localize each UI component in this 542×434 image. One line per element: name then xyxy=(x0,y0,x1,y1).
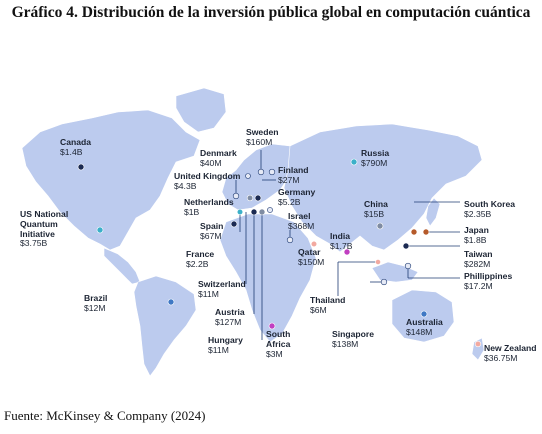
marker-france xyxy=(230,220,238,228)
label-germany: Germany $5.2B xyxy=(278,187,316,207)
marker-qatar xyxy=(310,240,318,248)
label-brazil: Brazil $12M xyxy=(84,293,108,313)
marker-denmark xyxy=(245,173,251,179)
label-south-africa: South Africa $3M xyxy=(266,329,291,359)
label-united-kingdom: United Kingdom $4.3B xyxy=(174,171,241,191)
label-thailand: Thailand $6M xyxy=(310,295,346,315)
marker-new-zealand xyxy=(474,340,482,348)
marker-china xyxy=(376,222,384,230)
marker-finland xyxy=(268,168,276,176)
label-finland: Finland $27M xyxy=(278,165,309,185)
marker-germany xyxy=(254,194,262,202)
marker-sweden xyxy=(257,168,265,176)
marker-switzerland xyxy=(250,208,258,216)
marker-spain xyxy=(236,208,244,216)
label-denmark: Denmark $40M xyxy=(200,148,237,168)
marker-thailand xyxy=(375,259,381,265)
label-netherlands: Netherlands $1B xyxy=(184,197,234,217)
label-qatar: Qatar $150M xyxy=(298,247,325,267)
southeast-asia-islands xyxy=(371,261,419,283)
label-india: India $1.7B xyxy=(330,231,353,251)
marker-canada xyxy=(77,163,85,171)
marker-netherlands xyxy=(246,194,254,202)
marker-israel xyxy=(286,236,294,244)
label-south-korea: South Korea $2.35B xyxy=(464,199,516,219)
label-austria: Austria $127M xyxy=(215,307,245,327)
south-america-landmass xyxy=(133,275,197,377)
label-russia: Russia $790M xyxy=(361,148,390,168)
label-hungary: Hungary $11M xyxy=(208,335,243,355)
source-note: Fuente: McKinsey & Company (2024) xyxy=(4,408,206,423)
marker-singapore xyxy=(380,278,388,286)
label-switzerland: Switzerland $11M xyxy=(198,279,246,299)
label-israel: Israel $368M xyxy=(288,211,315,231)
label-australia: Australia $148M xyxy=(406,317,443,337)
marker-philippines xyxy=(404,262,412,270)
marker-australia xyxy=(420,310,428,318)
japan-landmass xyxy=(425,197,441,227)
label-philippines: Phillippines $17.2M xyxy=(464,271,513,291)
label-france: France $2.2B xyxy=(186,249,215,269)
marker-taiwan xyxy=(402,242,410,250)
label-sweden: Sweden $160M xyxy=(246,127,279,147)
asia-landmass xyxy=(283,123,483,253)
central-america-landmass xyxy=(103,247,141,285)
greenland-landmass xyxy=(175,87,227,133)
africa-landmass xyxy=(219,213,317,343)
label-new-zealand: New Zealand $36.75M xyxy=(484,343,537,363)
label-spain: Spain $67M xyxy=(200,221,224,241)
marker-russia xyxy=(350,158,358,166)
marker-south-africa xyxy=(268,322,276,330)
label-us: US National Quantum Initiative $3.75B xyxy=(20,209,69,249)
chart-title: Gráfico 4. Distribución de la inversión … xyxy=(11,4,531,21)
marker-hungary xyxy=(267,207,273,213)
label-singapore: Singapore $138M xyxy=(332,329,375,349)
marker-south-korea xyxy=(410,228,418,236)
label-japan: Japan $1.8B xyxy=(464,225,489,245)
marker-austria xyxy=(258,208,266,216)
marker-japan xyxy=(422,228,430,236)
marker-united-kingdom xyxy=(232,192,240,200)
north-america-landmass xyxy=(21,109,201,251)
label-taiwan: Taiwan $282M xyxy=(464,249,493,269)
label-canada: Canada $1.4B xyxy=(60,137,92,157)
marker-brazil xyxy=(167,298,175,306)
marker-us xyxy=(96,226,104,234)
label-china: China $15B xyxy=(364,199,388,219)
marker-india xyxy=(343,248,351,256)
